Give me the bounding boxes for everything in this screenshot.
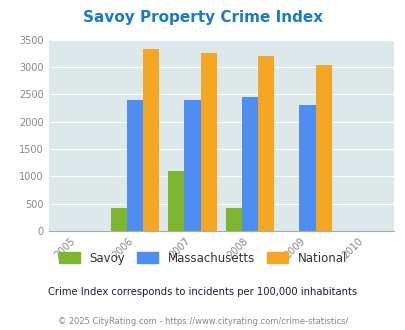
Bar [258,56,273,231]
Text: Crime Index corresponds to incidents per 100,000 inhabitants: Crime Index corresponds to incidents per… [48,287,357,297]
Text: © 2025 CityRating.com - https://www.cityrating.com/crime-statistics/: © 2025 CityRating.com - https://www.city… [58,317,347,326]
Bar [315,65,331,231]
Bar [200,53,216,231]
Bar [184,100,200,231]
Text: Savoy Property Crime Index: Savoy Property Crime Index [83,10,322,25]
Bar [168,171,184,231]
Legend: Savoy, Massachusetts, National: Savoy, Massachusetts, National [54,247,351,269]
Bar [143,49,159,231]
Bar [225,208,241,231]
Bar [127,100,143,231]
Bar [111,208,127,231]
Bar [299,105,315,231]
Bar [241,97,258,231]
